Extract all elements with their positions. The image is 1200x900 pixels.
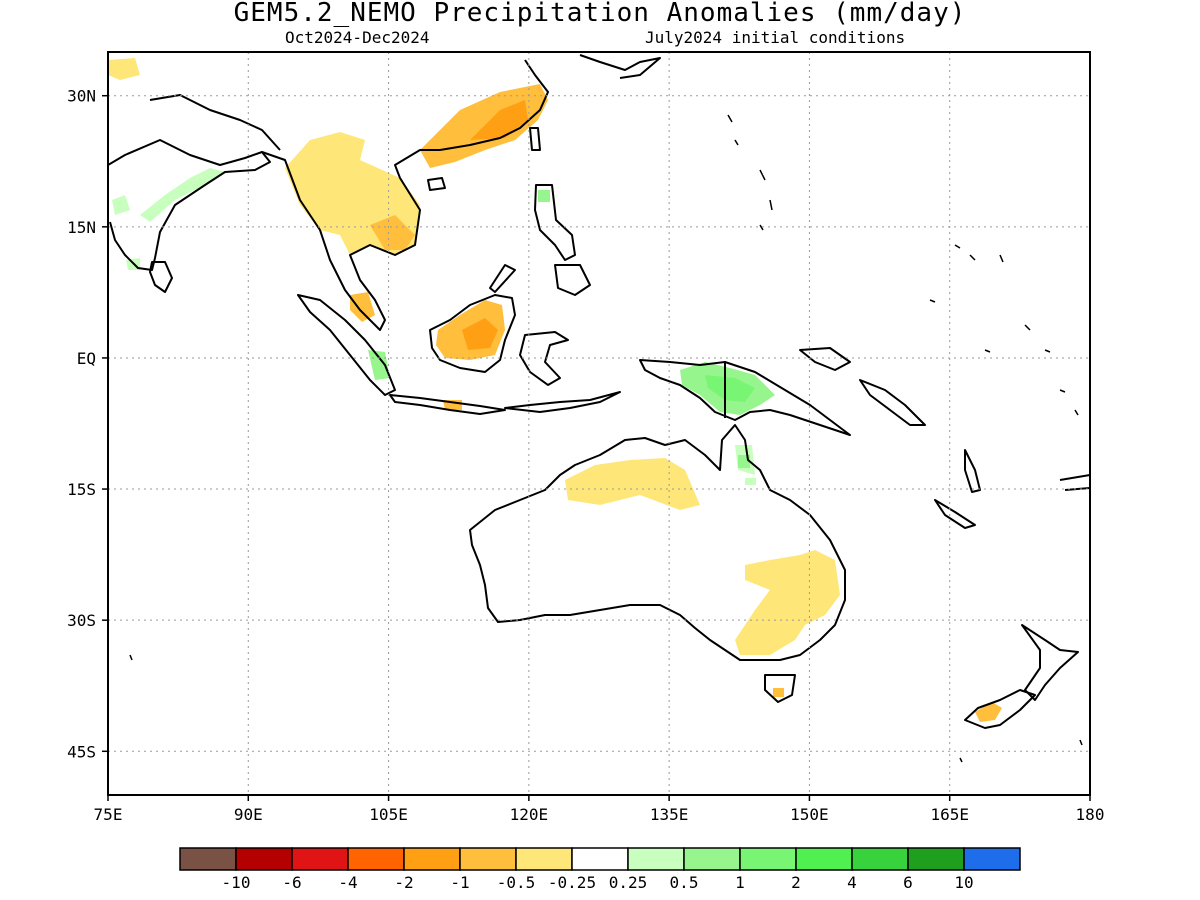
colorbar-label: 0.5 [670, 873, 699, 892]
coastline-sumatra [297, 294, 396, 396]
colorbar-label: 2 [791, 873, 801, 892]
coastline-palawan [489, 264, 516, 293]
x-tick-label: 135E [650, 805, 689, 824]
y-tick-label: 15S [67, 480, 96, 499]
coastline-borneo [429, 294, 516, 373]
coastline-fiji [1059, 474, 1090, 491]
anomaly-patch-india [140, 168, 225, 222]
x-tick-label: 165E [930, 805, 969, 824]
colorbar-label: -0.5 [497, 873, 536, 892]
coastline-india [108, 139, 271, 271]
coastline-vanuatu [964, 449, 981, 493]
anomaly-patch-luzon [538, 190, 550, 202]
colorbar-label: 4 [847, 873, 857, 892]
x-tick-label: 75E [94, 805, 123, 824]
coastline-tasmania [764, 674, 796, 703]
anomaly-patch-new-zealand [975, 702, 1002, 722]
colorbar-label: 10 [954, 873, 973, 892]
x-tick-label: 90E [234, 805, 263, 824]
colorbar-swatch [963, 847, 1021, 871]
map-grid [108, 52, 1090, 795]
y-tick-label: EQ [77, 349, 96, 368]
anomaly-patch-sumatra [368, 350, 390, 380]
colorbar-swatch [907, 847, 965, 871]
colorbar-label: -10 [222, 873, 251, 892]
coastline-pacific-islands [129, 114, 1083, 763]
axis-ticks: 75E 90E 105E 120E 135E 150E 165E 180 30N 15N EQ 15S… [67, 87, 1104, 824]
colorbar-swatch [683, 847, 741, 871]
colorbar-swatch [291, 847, 349, 871]
map-frame [107, 51, 1091, 796]
coastline-new-caledonia [934, 499, 976, 529]
colorbar-swatch [515, 847, 573, 871]
coastline-taiwan [529, 127, 541, 151]
colorbar-swatch [795, 847, 853, 871]
anomaly-patch-east-australia [735, 550, 840, 655]
anomaly-patch-china-core [470, 100, 528, 140]
map-title: GEM5.2_NEMO Precipitation Anomalies (mm/… [233, 0, 967, 28]
negative-anomalies [108, 58, 1002, 722]
coastline-solomons [859, 379, 926, 426]
coastline-korea-japan [579, 54, 661, 79]
colorbar-label: -2 [394, 873, 413, 892]
y-tick-label: 30N [67, 87, 96, 106]
anomaly-patch-nepal [108, 58, 140, 80]
coastline-sri-lanka [149, 261, 173, 293]
x-tick-label: 150E [790, 805, 829, 824]
colorbar-swatch [347, 847, 405, 871]
y-tick-label: 30S [67, 611, 96, 630]
colorbar: -10 -6 -4 -2 -1 -0.5 -0.25 0.25 0.5 1 2 4 6 10 [179, 847, 1021, 892]
initial-conditions: July2024 initial conditions [645, 28, 906, 47]
colorbar-label: -1 [450, 873, 469, 892]
coastline-mindanao [554, 264, 591, 296]
colorbar-swatch [627, 847, 685, 871]
anomaly-patch-queensland [745, 478, 756, 485]
coastline-indochina [261, 149, 440, 331]
colorbar-label: -0.25 [548, 873, 596, 892]
coastline-lesser-sunda [504, 391, 621, 413]
coastline-hainan [427, 177, 446, 191]
colorbar-swatch [459, 847, 517, 871]
y-tick-label: 15N [67, 218, 96, 237]
coastline-sulawesi [519, 331, 569, 386]
coastline-asia-north [149, 94, 281, 151]
colorbar-swatch [403, 847, 461, 871]
x-tick-label: 105E [369, 805, 408, 824]
coastline-china [439, 59, 549, 151]
map-content [108, 52, 1090, 795]
anomaly-patch-borneo-core [462, 318, 498, 350]
x-tick-label: 180 [1076, 805, 1105, 824]
anomaly-patch-north-australia [565, 458, 700, 510]
coastline-new-britain [799, 347, 851, 371]
anomaly-patch-tasmania [773, 688, 784, 697]
forecast-period: Oct2024-Dec2024 [285, 28, 430, 47]
coastline-nz-south [964, 689, 1036, 729]
colorbar-label: 1 [735, 873, 745, 892]
colorbar-swatch [739, 847, 797, 871]
colorbar-label: -6 [282, 873, 301, 892]
colorbar-label: 0.25 [609, 873, 648, 892]
colorbar-swatch [571, 847, 629, 871]
coastline-new-guinea [639, 359, 851, 436]
coastline-java [389, 394, 506, 415]
colorbar-swatch [179, 847, 237, 871]
coastline-nz-north [1021, 624, 1079, 701]
anomaly-patch-malaya [350, 292, 375, 322]
coastlines [108, 54, 1090, 763]
anomaly-patch-india-west [112, 195, 130, 215]
y-tick-label: 45S [67, 742, 96, 761]
colorbar-swatch [235, 847, 293, 871]
anomaly-patch-new-guinea-core [705, 375, 755, 402]
coastline-australia [469, 424, 846, 661]
colorbar-label: 6 [903, 873, 913, 892]
colorbar-label: -4 [338, 873, 357, 892]
colorbar-swatch [851, 847, 909, 871]
coastline-luzon [534, 184, 576, 261]
anomaly-patch-indochina-core [370, 215, 415, 250]
x-tick-label: 120E [510, 805, 549, 824]
